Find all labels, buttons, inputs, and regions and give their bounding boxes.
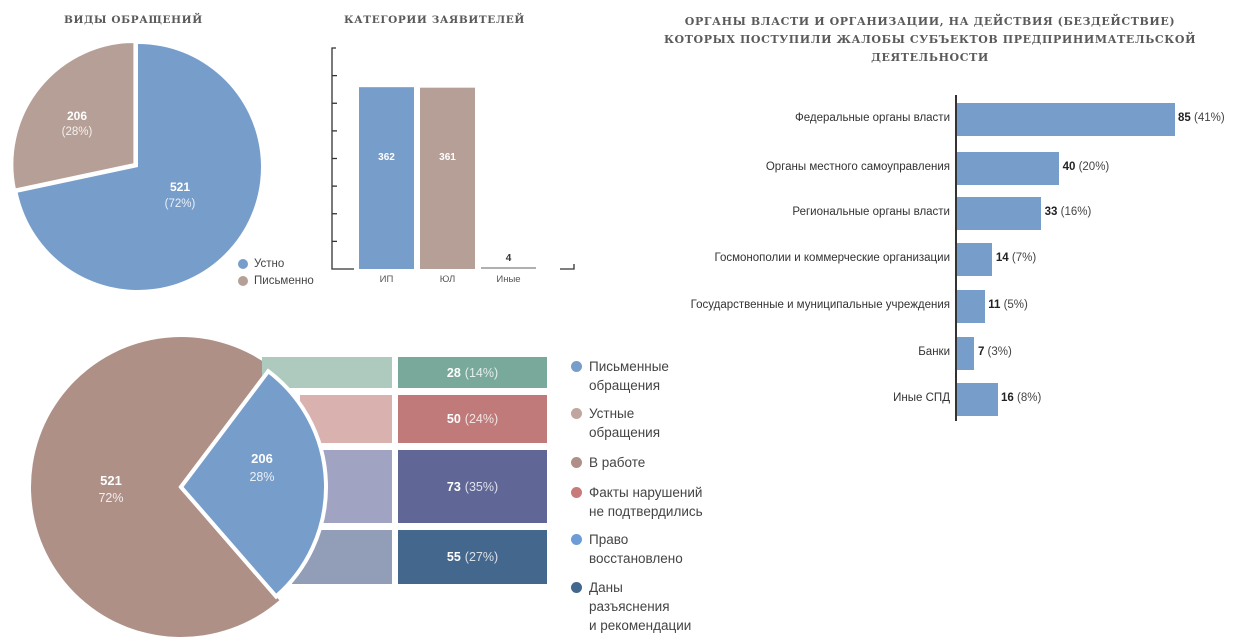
- legend-dot-icon: [238, 275, 248, 286]
- legend-label: Право восстановлено: [589, 532, 683, 566]
- value-label: 85 (41%): [1178, 112, 1225, 124]
- svg-text:28%: 28%: [249, 470, 274, 484]
- svg-text:521: 521: [170, 180, 190, 194]
- value-label: 40 (20%): [1062, 161, 1110, 173]
- bar: [956, 383, 998, 416]
- pie-slice-oral: [17, 44, 262, 290]
- legend-item: Письменные обращения: [571, 357, 741, 395]
- bar-1: 361 ЮЛ: [420, 87, 475, 285]
- svg-text:361: 361: [439, 152, 456, 163]
- svg-text:ИП: ИП: [380, 274, 394, 285]
- svg-text:4: 4: [506, 253, 512, 264]
- legend-label: Устные обращения: [589, 406, 661, 440]
- category-label: Иные СПД: [893, 392, 950, 404]
- svg-text:ЮЛ: ЮЛ: [440, 274, 455, 285]
- svg-text:Иные: Иные: [496, 274, 520, 285]
- svg-text:206: 206: [251, 451, 273, 466]
- legend-label: В работе: [589, 455, 646, 470]
- bar: [956, 197, 1042, 230]
- breakdown-box: 55 (27%): [398, 530, 547, 584]
- chart-title-applicants: КАТЕГОРИИ ЗАЯВИТЕЛЕЙ: [344, 14, 525, 26]
- category-label: Государственные и муниципальные учрежден…: [690, 299, 950, 311]
- legend-item-written: Письменно: [238, 272, 314, 289]
- svg-text:521: 521: [100, 473, 122, 488]
- bar-0: 362 ИП: [359, 87, 414, 285]
- legend-dot-icon: [238, 258, 248, 269]
- category-label: Федеральные органы власти: [794, 112, 950, 124]
- legend-dot-icon: [571, 408, 582, 419]
- category-label: Банки: [918, 346, 950, 358]
- value-label: 14 (7%): [995, 252, 1037, 264]
- bar-2: 4 Иные: [481, 253, 536, 285]
- category-label: Региональные органы власти: [792, 206, 950, 218]
- value-label: 11 (5%): [988, 299, 1028, 311]
- chart-title-types: ВИДЫ ОБРАЩЕНИЙ: [64, 14, 203, 26]
- y-axis-line: [955, 95, 957, 421]
- bar: [956, 103, 1175, 136]
- legend-item: Факты нарушений не подтвердились: [571, 483, 741, 521]
- breakdown-box: 28 (14%): [398, 357, 547, 388]
- breakdown-connector: [322, 450, 392, 523]
- category-label: Госмонополии и коммерческие организации: [714, 252, 951, 264]
- bar: [956, 152, 1060, 185]
- bar-chart-applicants: 362 ИП 361 ЮЛ 4 Иные: [331, 47, 575, 285]
- chart-title-authorities: ОРГАНЫ ВЛАСТИ И ОРГАНИЗАЦИИ, НА ДЕЙСТВИЯ…: [663, 15, 1197, 64]
- svg-text:206: 206: [67, 109, 87, 123]
- pie-slice-written-overlay: 521 72% 206 28%: [98, 368, 328, 600]
- legend-dot-icon: [571, 457, 582, 468]
- legend-item: Право восстановлено: [571, 530, 741, 568]
- svg-text:(72%): (72%): [165, 198, 196, 210]
- value-label: 33 (16%): [1044, 206, 1092, 218]
- category-label: Органы местного самоуправления: [765, 161, 950, 173]
- legend-dot-icon: [571, 487, 582, 498]
- legend-dot-icon: [571, 361, 582, 372]
- svg-text:72%: 72%: [98, 491, 123, 505]
- legend-dot-icon: [571, 582, 582, 593]
- legend-item-oral: Устно: [238, 255, 314, 272]
- bar: [956, 290, 985, 323]
- svg-text:362: 362: [378, 152, 395, 163]
- value-label: 7 (3%): [977, 346, 1012, 358]
- legend-label: Даны разъяснения и рекомендации: [589, 580, 692, 633]
- bar-chart-authorities: Федеральные органы власти 85 (41%) Органы …: [600, 95, 1238, 425]
- pie-slice-oral: [31, 337, 280, 637]
- legend-label: Факты нарушений не подтвердились: [589, 485, 703, 519]
- pie-chart-types: 521 (72%) 206 (28%): [10, 39, 262, 290]
- legend-dot-icon: [571, 534, 582, 545]
- pie-slice-written: [10, 39, 137, 192]
- svg-text:(28%): (28%): [62, 126, 93, 138]
- legend-label: Письменные обращения: [589, 359, 669, 393]
- legend-item: Даны разъяснения и рекомендации: [571, 578, 741, 635]
- breakdown-box: 73 (35%): [398, 450, 547, 523]
- value-label: 16 (8%): [1001, 392, 1042, 404]
- legend-item: В работе: [571, 453, 741, 472]
- legend-types: Устно Письменно: [238, 255, 314, 289]
- bar: [956, 243, 993, 276]
- legend-item: Устные обращения: [571, 404, 741, 442]
- bar: [956, 337, 975, 370]
- breakdown-box: 50 (24%): [398, 395, 547, 443]
